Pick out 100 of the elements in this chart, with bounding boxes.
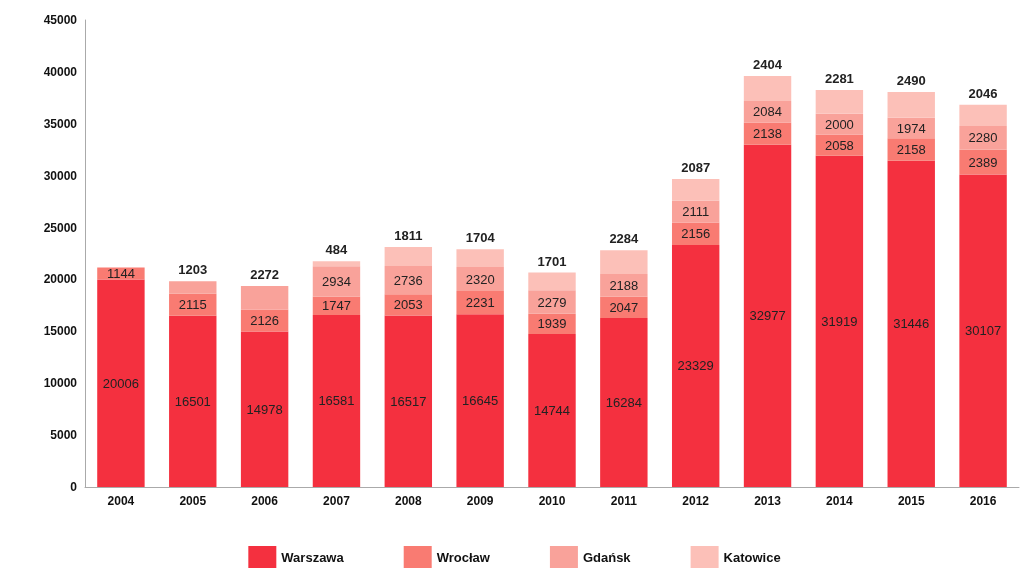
bar <box>528 333 576 487</box>
data-label: 31919 <box>821 313 858 329</box>
data-label: 2490 <box>896 72 926 88</box>
x-tick-label: 2013 <box>754 494 782 508</box>
data-label: 2126 <box>250 313 280 329</box>
data-label: 16517 <box>390 393 427 409</box>
data-label: 16501 <box>174 393 211 409</box>
data-label: 16645 <box>462 393 499 409</box>
x-tick-label: 2016 <box>969 494 997 508</box>
data-label: 2000 <box>824 116 854 132</box>
bar <box>528 290 576 314</box>
data-label: 30107 <box>965 323 1002 339</box>
bar <box>743 144 792 487</box>
y-tick-label: 30000 <box>43 168 78 183</box>
data-label: 2280 <box>968 130 998 146</box>
data-label: 2084 <box>753 104 782 120</box>
data-label: 1974 <box>896 120 926 136</box>
data-label: 2047 <box>609 299 639 315</box>
data-label: 2320 <box>465 271 495 287</box>
data-label: 2281 <box>824 70 854 86</box>
y-tick-label: 35000 <box>43 116 78 131</box>
y-tick-label: 15000 <box>43 324 78 339</box>
data-label: 2156 <box>681 226 711 242</box>
data-label: 2389 <box>968 154 998 170</box>
data-label: 1939 <box>537 316 567 332</box>
bar <box>312 314 361 487</box>
bar <box>959 104 1007 127</box>
bar <box>815 89 864 114</box>
y-tick-label: 5000 <box>50 428 78 443</box>
data-label: 1203 <box>178 262 208 278</box>
bar <box>384 247 433 266</box>
y-tick-label: 10000 <box>43 376 78 391</box>
legend-label: Wrocław <box>436 549 491 565</box>
bar <box>671 178 720 201</box>
bar <box>240 285 289 310</box>
bar <box>312 261 361 267</box>
data-label: 2087 <box>681 159 711 175</box>
data-label: 484 <box>325 242 349 258</box>
legend-label: Gdańsk <box>582 549 632 565</box>
y-tick-label: 20000 <box>43 272 78 287</box>
y-tick-label: 40000 <box>43 64 78 79</box>
data-label: 2404 <box>753 57 783 73</box>
y-tick-label: 45000 <box>43 13 78 27</box>
bar <box>815 155 864 487</box>
data-label: 1811 <box>394 228 423 244</box>
data-label: 2046 <box>968 85 998 101</box>
y-tick-label: 0 <box>70 480 78 494</box>
data-label: 1704 <box>465 230 496 246</box>
bar <box>600 250 648 275</box>
data-label: 2736 <box>393 272 423 288</box>
bar <box>743 76 792 101</box>
x-tick-label: 2014 <box>826 494 854 508</box>
data-label: 2231 <box>465 295 495 311</box>
bar <box>959 174 1007 487</box>
data-label: 20006 <box>102 375 139 391</box>
bar <box>887 91 935 118</box>
data-label: 14744 <box>533 402 571 418</box>
bar <box>887 160 935 487</box>
data-label: 2279 <box>537 294 567 310</box>
x-tick-label: 2009 <box>466 494 494 508</box>
bar <box>456 314 504 487</box>
x-tick-label: 2006 <box>251 494 279 508</box>
data-label: 2058 <box>824 137 854 153</box>
bar <box>528 272 576 291</box>
data-label: 32977 <box>749 308 786 324</box>
x-tick-label: 2011 <box>610 494 638 508</box>
data-label: 31446 <box>893 316 930 332</box>
data-label: 2284 <box>609 231 640 247</box>
x-tick-label: 2005 <box>179 494 207 508</box>
data-label: 2115 <box>178 297 207 313</box>
bar <box>671 244 720 487</box>
data-label: 2111 <box>682 204 710 220</box>
bar <box>97 279 145 487</box>
data-label: 1747 <box>322 298 351 314</box>
x-tick-label: 2004 <box>107 494 135 508</box>
x-tick-label: 2007 <box>323 494 351 508</box>
x-tick-label: 2008 <box>394 494 422 508</box>
bar <box>169 315 217 487</box>
data-label: 1701 <box>537 253 567 269</box>
x-tick-label: 2010 <box>538 494 566 508</box>
y-tick-label: 25000 <box>43 220 78 235</box>
bar <box>384 315 433 487</box>
bar <box>169 281 217 294</box>
data-label: 14978 <box>246 401 283 417</box>
data-label: 16581 <box>318 393 355 409</box>
data-label: 2053 <box>393 297 423 313</box>
bar <box>456 249 504 268</box>
legend-label: Warszawa <box>281 549 345 565</box>
data-label: 1144 <box>106 265 135 281</box>
data-label: 2158 <box>896 141 926 157</box>
data-label: 23329 <box>677 358 714 374</box>
data-label: 2934 <box>322 274 351 290</box>
x-tick-label: 2012 <box>682 494 710 508</box>
data-label: 16284 <box>605 395 642 410</box>
data-label: 2272 <box>250 266 280 282</box>
legend-label: Katowice <box>723 549 781 565</box>
bar <box>600 318 648 487</box>
bar <box>240 331 289 487</box>
x-tick-label: 2015 <box>897 494 925 508</box>
data-label: 2138 <box>753 126 782 142</box>
